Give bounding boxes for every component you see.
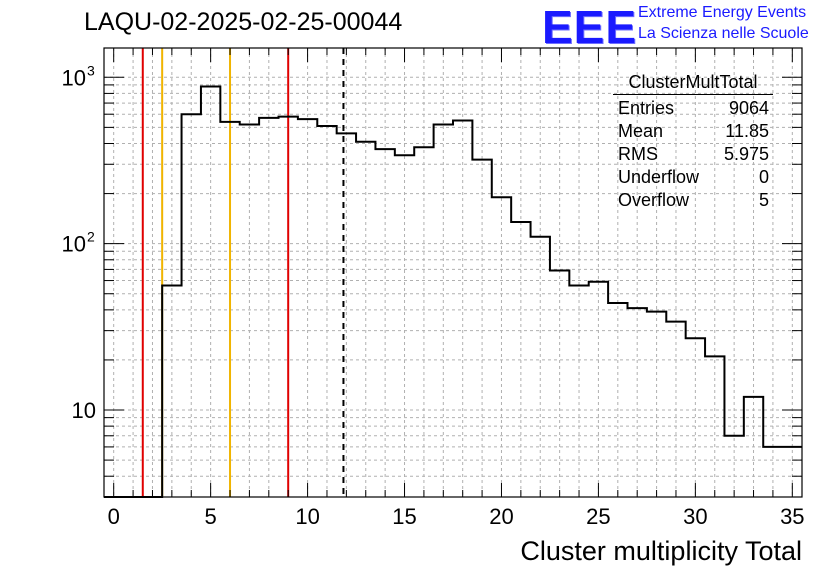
stats-box-title: ClusterMultTotal bbox=[613, 72, 773, 95]
stats-value: 5 bbox=[758, 190, 769, 210]
stats-row-overflow: Overflow 5 bbox=[613, 189, 773, 212]
stats-label: RMS bbox=[618, 144, 658, 164]
logo-line-extreme-energy-events: Extreme Energy Events bbox=[638, 4, 807, 21]
y-tick-exponent: 2 bbox=[87, 229, 95, 245]
stats-value: 9064 bbox=[728, 98, 769, 118]
stats-label: Overflow bbox=[618, 190, 690, 210]
stats-value: 5.975 bbox=[723, 144, 769, 164]
stats-label: Entries bbox=[618, 98, 675, 118]
stats-row-mean: Mean 11.85 bbox=[613, 120, 773, 143]
y-tick-exponent: 3 bbox=[87, 62, 95, 78]
x-axis-label: Cluster multiplicity Total bbox=[520, 536, 802, 566]
stats-row-underflow: Underflow 0 bbox=[613, 166, 773, 189]
x-tick-label: 0 bbox=[108, 504, 120, 529]
x-tick-label: 10 bbox=[295, 504, 319, 529]
stats-row-rms: RMS 5.975 bbox=[613, 143, 773, 166]
x-tick-label: 30 bbox=[683, 504, 707, 529]
y-tick-label: 10 bbox=[62, 65, 86, 90]
x-tick-label: 20 bbox=[489, 504, 513, 529]
stats-value: 11.85 bbox=[725, 121, 769, 141]
y-tick-label: 10 bbox=[72, 398, 96, 423]
stats-box: ClusterMultTotal Entries 9064 Mean 11.85… bbox=[613, 72, 773, 212]
plot-frame bbox=[103, 47, 803, 498]
stats-value: 0 bbox=[758, 167, 769, 187]
y-tick-label: 10 bbox=[62, 232, 86, 257]
histogram-series bbox=[104, 85, 802, 498]
logo-line-scienza-scuole: La Scienza nelle Scuole bbox=[638, 25, 809, 42]
stats-label: Mean bbox=[618, 121, 664, 141]
stats-row-entries: Entries 9064 bbox=[613, 97, 773, 120]
stats-label: Underflow bbox=[618, 167, 700, 187]
x-tick-label: 25 bbox=[586, 504, 610, 529]
eee-logo: EEE bbox=[542, 1, 638, 53]
x-tick-label: 5 bbox=[205, 504, 217, 529]
plot-title: LAQU-02-2025-02-25-00044 bbox=[84, 8, 403, 36]
x-tick-label: 15 bbox=[392, 504, 416, 529]
x-tick-label: 35 bbox=[780, 504, 804, 529]
